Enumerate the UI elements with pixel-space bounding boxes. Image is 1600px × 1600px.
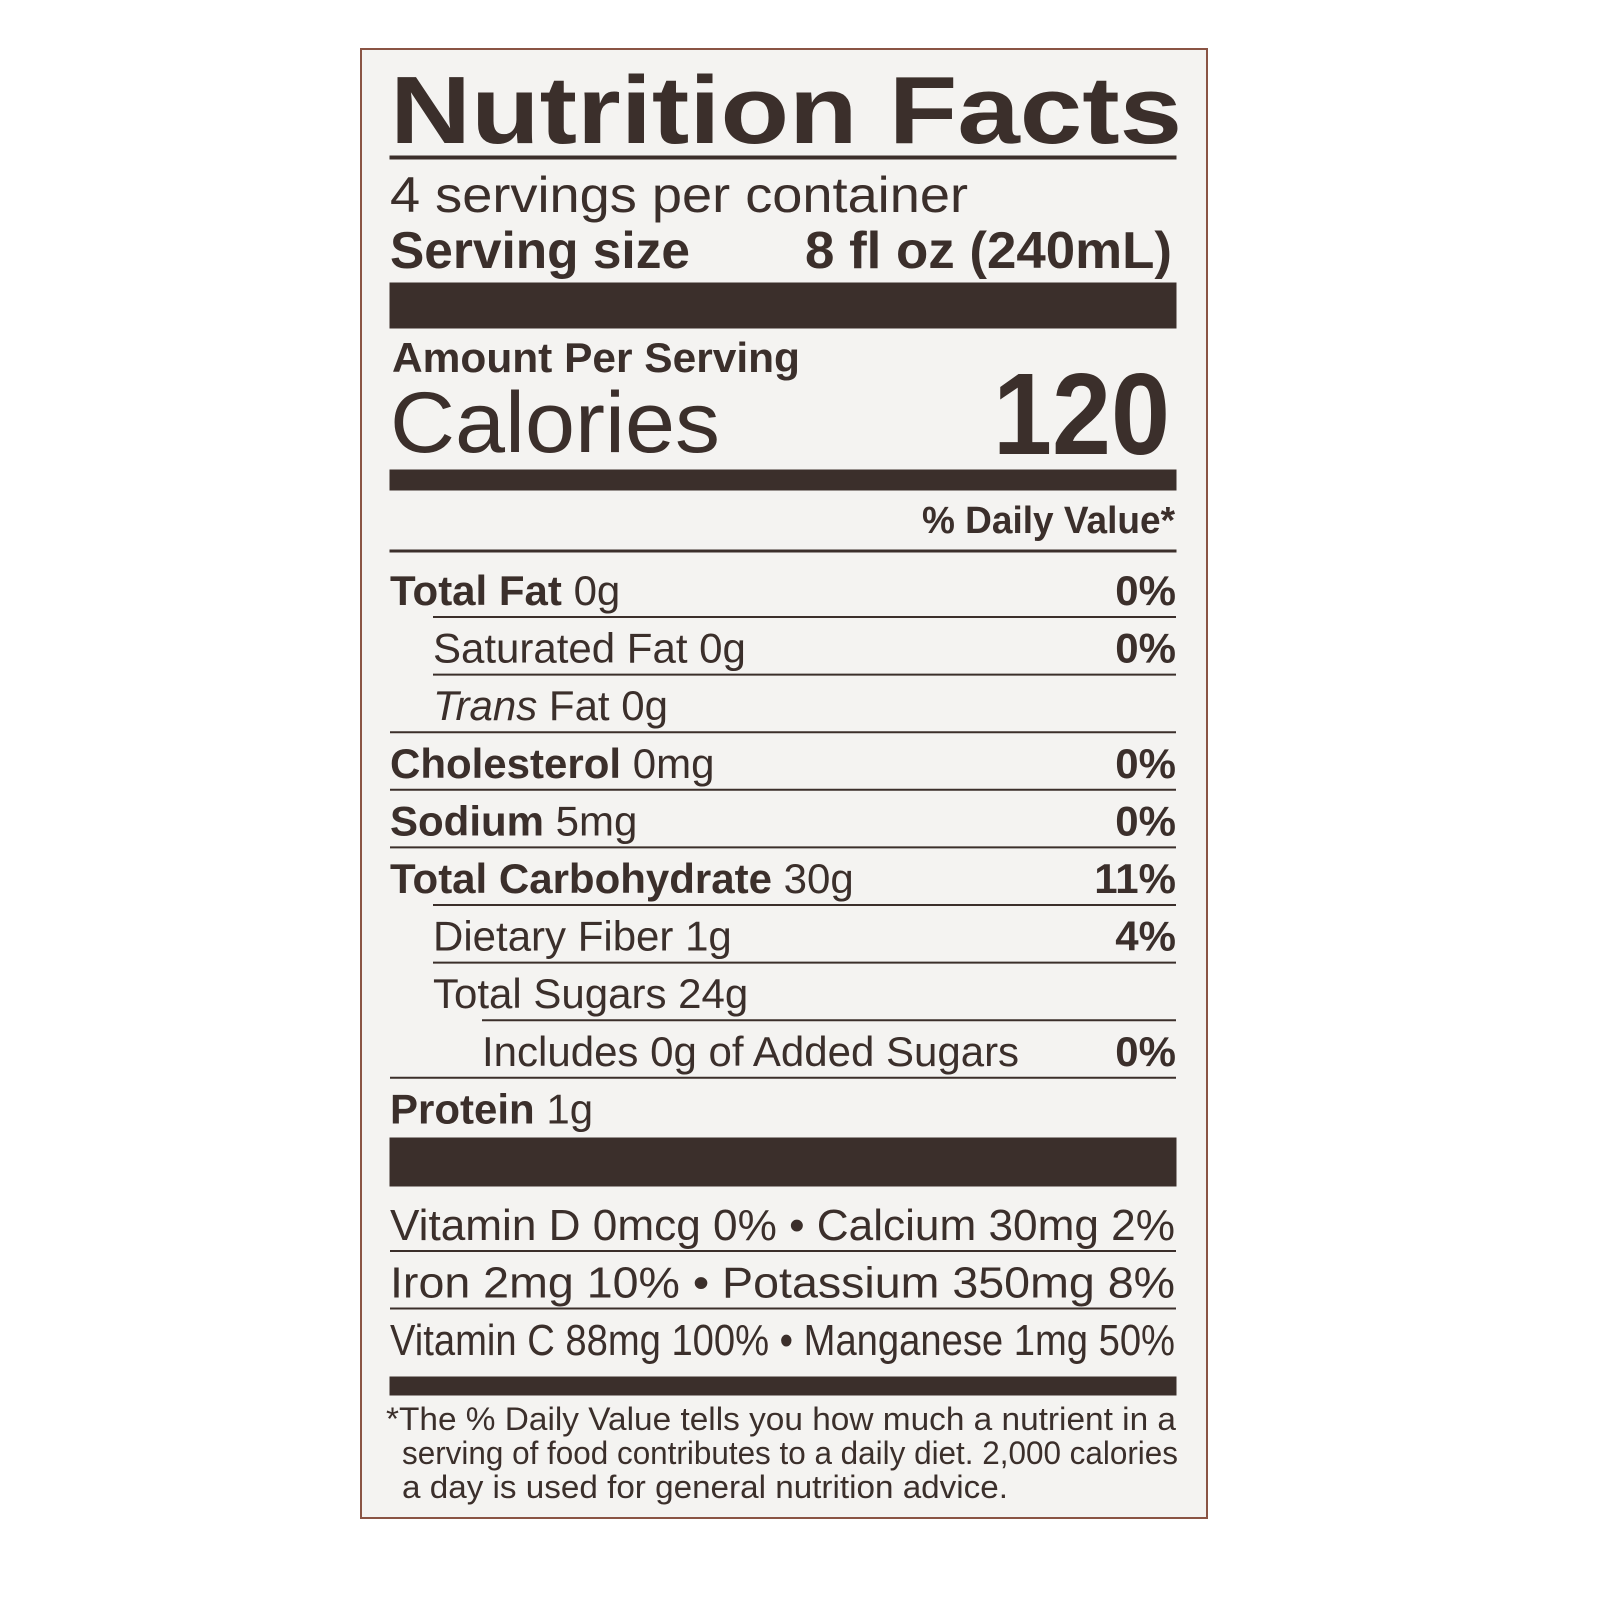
- nutrient-row: Protein 1g: [390, 1085, 593, 1132]
- daily-value: 0%: [1115, 1028, 1176, 1075]
- nutrient-amount: 0g: [621, 682, 668, 729]
- nutrient-amount: 0g: [699, 625, 746, 672]
- nutrient-name: Total Sugars: [433, 970, 666, 1017]
- footnote-line: a day is used for general nutrition advi…: [402, 1469, 1008, 1505]
- nutrient-row: Total Fat 0g: [390, 567, 620, 614]
- daily-value: 0%: [1115, 797, 1176, 844]
- vitamin-line: Iron 2mg 10% • Potassium 350mg 8%: [390, 1259, 1175, 1308]
- vitamin-line: Vitamin D 0mcg 0% • Calcium 30mg 2%: [390, 1201, 1175, 1250]
- footnote-line: serving of food contributes to a daily d…: [402, 1435, 1178, 1471]
- daily-value: 4%: [1115, 913, 1176, 960]
- nutrient-amount: 0g: [574, 567, 621, 614]
- nutrient-row: Dietary Fiber 1g: [433, 913, 732, 960]
- nutrient-name: Sodium: [390, 797, 544, 844]
- nutrient-row: Trans Fat 0g: [433, 682, 668, 729]
- nutrient-name-italic: Trans: [433, 682, 537, 729]
- nutrient-name: Protein: [390, 1085, 535, 1132]
- nutrient-name: Total Carbohydrate: [390, 855, 772, 902]
- nutrient-row: Total Carbohydrate 30g: [390, 855, 854, 902]
- daily-value: 0%: [1115, 567, 1176, 614]
- nutrient-amount: 1g: [685, 913, 732, 960]
- nutrient-row: Sodium 5mg: [390, 797, 637, 844]
- nutrient-name: Dietary Fiber: [433, 913, 673, 960]
- calories-label: Calories: [390, 375, 720, 471]
- thick-bar: [389, 1137, 1177, 1187]
- serving-size-label: Serving size: [390, 222, 690, 280]
- servings: 4 servings per container: [390, 167, 968, 223]
- thick-bar: [389, 282, 1177, 329]
- nutrient-name: Fat: [549, 682, 610, 729]
- nutrient-name: Total Fat: [390, 567, 562, 614]
- nutrient-name: Includes 0g of Added Sugars: [482, 1028, 1019, 1075]
- title: Nutrition Facts: [390, 57, 1182, 164]
- nutrient-row: Includes 0g of Added Sugars: [482, 1028, 1019, 1075]
- calories-value: 120: [993, 349, 1170, 479]
- serving-size-value: 8 fl oz (240mL): [805, 222, 1172, 280]
- nutrient-name: Cholesterol: [390, 740, 621, 787]
- nutrient-amount: 0mg: [633, 740, 715, 787]
- daily-value: 0%: [1115, 625, 1176, 672]
- daily-value: 11%: [1094, 855, 1176, 902]
- medium-bar: [389, 1376, 1177, 1396]
- rule: [389, 549, 1177, 553]
- nutrient-row: Total Sugars 24g: [433, 970, 748, 1017]
- daily-value-header: % Daily Value*: [922, 500, 1175, 542]
- nutrient-row: Saturated Fat 0g: [433, 625, 746, 672]
- vitamin-line: Vitamin C 88mg 100% • Manganese 1mg 50%: [390, 1316, 1175, 1365]
- footnote-line: *The % Daily Value tells you how much a …: [386, 1401, 1176, 1437]
- amount-per-serving: Amount Per Serving: [392, 334, 800, 381]
- daily-value: 0%: [1115, 740, 1176, 787]
- rule: [389, 155, 1177, 160]
- nutrient-amount: 5mg: [556, 797, 638, 844]
- nutrient-name: Saturated Fat: [433, 625, 688, 672]
- nutrient-amount: 1g: [546, 1085, 593, 1132]
- nutrient-amount: 30g: [784, 855, 854, 902]
- medium-bar: [389, 469, 1177, 491]
- nutrient-amount: 24g: [678, 970, 748, 1017]
- nutrient-row: Cholesterol 0mg: [390, 740, 714, 787]
